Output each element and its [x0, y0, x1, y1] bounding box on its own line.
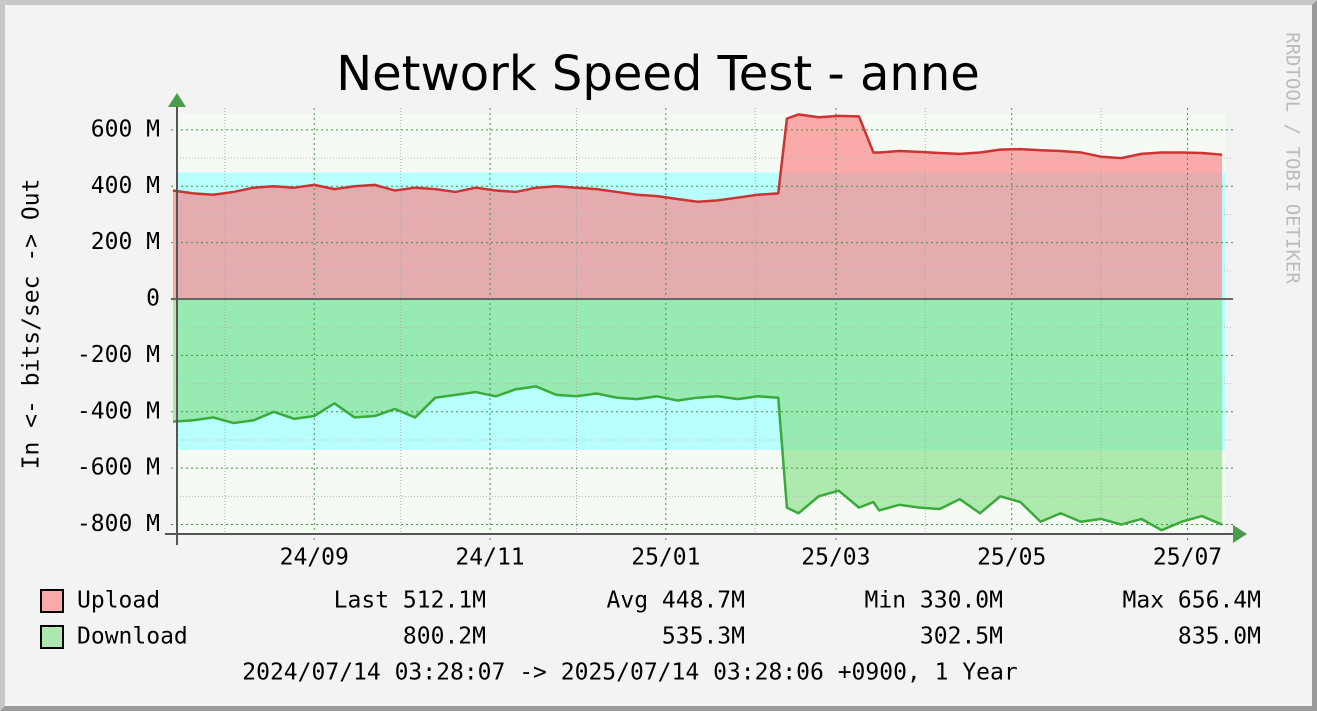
y-tick-label: -200 M [77, 342, 160, 368]
x-tick-label: 25/05 [977, 545, 1046, 571]
x-tick-label: 24/11 [455, 545, 524, 571]
legend-swatch [40, 625, 64, 649]
watermark: RRDTOOL / TOBI OETIKER [1282, 32, 1304, 284]
series-area [173, 114, 1223, 300]
series-line [172, 385, 1223, 532]
y-tick-label: 200 M [91, 229, 160, 255]
x-axis-arrow [1233, 525, 1247, 543]
legend-stat: 302.5M [920, 624, 1003, 650]
legend-swatch [40, 589, 64, 613]
legend-stat: Last 512.1M [334, 588, 486, 614]
y-tick-label: 0 [146, 286, 160, 312]
series-line [172, 113, 1223, 204]
legend-stat: Min 330.0M [865, 588, 1003, 614]
y-tick-label: 600 M [91, 116, 160, 142]
legend-stat: 800.2M [403, 624, 486, 650]
series-area [173, 299, 1223, 531]
x-tick-label: 25/01 [631, 545, 700, 571]
legend-stat: 835.0M [1178, 624, 1261, 650]
legend-label: Download [77, 624, 188, 650]
legend-stat: 535.3M [662, 624, 745, 650]
plot: 600 M 400 M 200 M 0 -200 M -400 M -600 M -800 M… [77, 93, 1247, 571]
legend-stat: Avg 448.7M [607, 588, 745, 614]
y-tick-label: -800 M [77, 511, 160, 537]
y-tick-label: 400 M [91, 173, 160, 199]
x-tick-label: 24/09 [280, 545, 349, 571]
y-axis-label: In <- bits/sec -> Out [19, 179, 45, 470]
chart-title: Network Speed Test - anne [336, 46, 980, 102]
legend-label: Upload [77, 588, 160, 614]
y-axis-arrow [168, 93, 186, 107]
x-tick-label: 25/07 [1153, 545, 1222, 571]
y-tick-label: -600 M [77, 455, 160, 481]
legend-stat: Max 656.4M [1123, 588, 1261, 614]
x-tick-label: 25/03 [801, 545, 870, 571]
y-tick-label: -400 M [77, 398, 160, 424]
footer: 2024/07/14 03:28:07 -> 2025/07/14 03:28:… [242, 660, 1017, 686]
